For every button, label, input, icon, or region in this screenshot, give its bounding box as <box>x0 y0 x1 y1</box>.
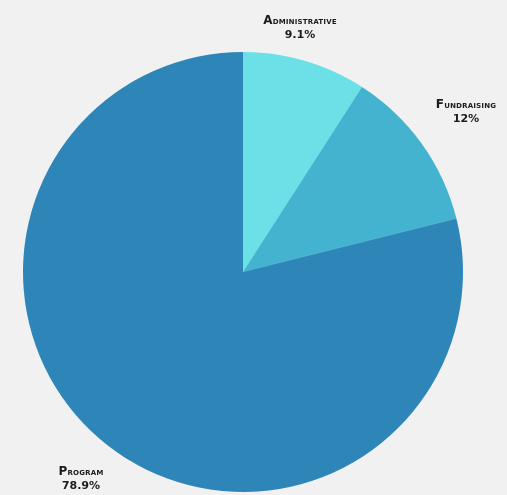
slice-value-program: 78.9% <box>61 479 101 493</box>
slice-name-fundraising: Fundraising <box>435 97 497 111</box>
pie-slices <box>23 51 464 492</box>
slice-name-program: Program <box>58 464 104 478</box>
slice-value-administrative: 9.1% <box>284 28 316 42</box>
slice-label-fundraising: Fundraising 12% <box>436 97 496 126</box>
pie-slice-fundraising <box>243 86 457 273</box>
slice-value-fundraising: 12% <box>452 112 480 126</box>
slice-label-administrative: Administrative 9.1% <box>263 13 337 42</box>
slice-name-administrative: Administrative <box>263 13 337 27</box>
pie-slice-administrative <box>243 51 363 272</box>
pie-slice-program <box>23 52 464 492</box>
slice-label-program: Program 78.9% <box>58 464 103 493</box>
